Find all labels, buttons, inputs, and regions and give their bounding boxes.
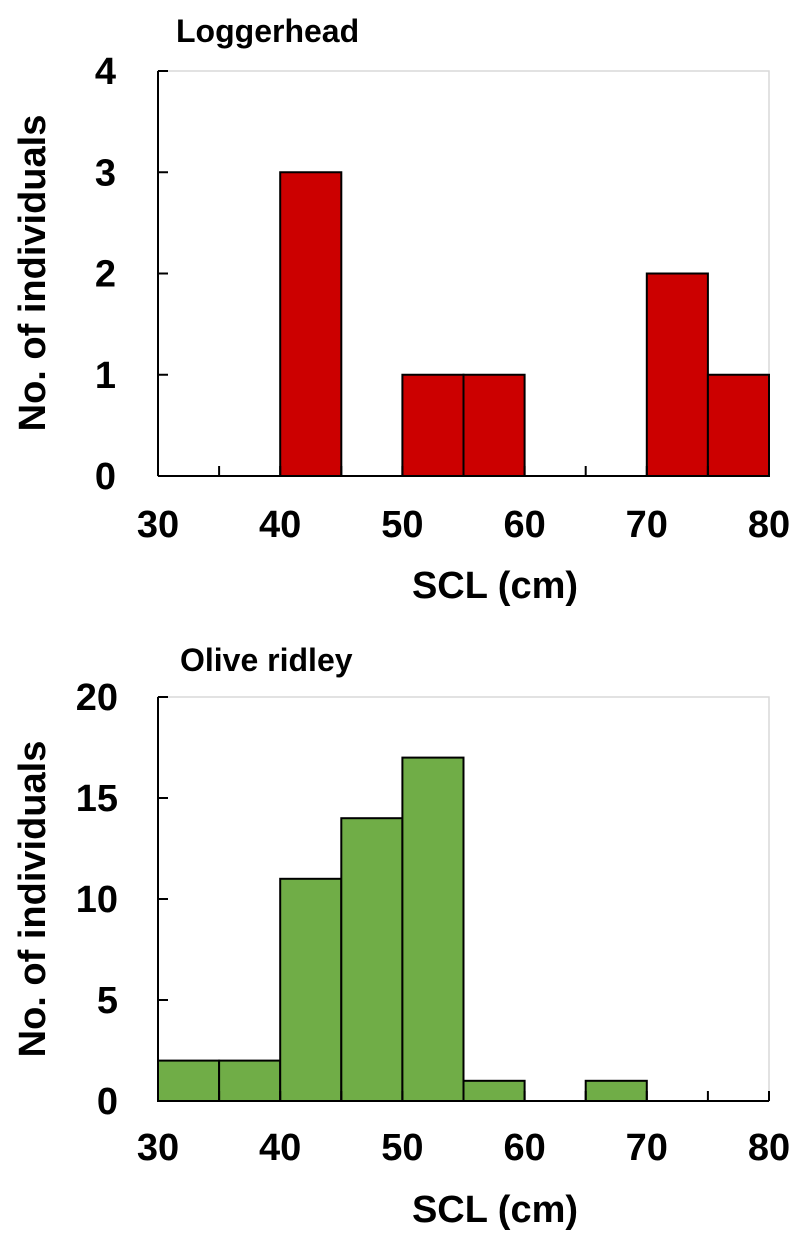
x-tick-label: 30 xyxy=(137,1127,179,1169)
x-tick-label: 80 xyxy=(748,504,790,546)
y-tick-label: 2 xyxy=(95,254,116,296)
x-tick-label: 50 xyxy=(381,1127,423,1169)
bar xyxy=(340,817,404,1102)
bar xyxy=(645,272,709,477)
bar xyxy=(279,171,343,477)
chart-0: 0 1 2 3 4 30 40 50 60 70 80 Loggerhead SCL (cm) No. o… xyxy=(12,13,790,607)
x-tick-label: 70 xyxy=(626,504,668,546)
y-tick-label: 15 xyxy=(76,778,118,820)
y-tick-label: 4 xyxy=(95,51,116,93)
y-tick-label: 0 xyxy=(97,1081,118,1123)
x-axis-label: SCL (cm) xyxy=(412,1189,578,1231)
x-tick-label: 60 xyxy=(503,504,545,546)
bar xyxy=(401,373,465,477)
y-tick-label: 20 xyxy=(76,677,118,719)
bar xyxy=(218,1059,282,1102)
y-tick-label: 1 xyxy=(95,355,116,397)
chart-1: 0 5 10 15 20 30 40 50 60 70 80 Olive ridley SCL (cm)… xyxy=(12,642,790,1231)
x-tick-label: 30 xyxy=(137,504,179,546)
x-tick-label: 80 xyxy=(748,1127,790,1169)
bar xyxy=(462,373,526,477)
chart-title: Loggerhead xyxy=(176,13,359,49)
bar xyxy=(157,1059,221,1102)
bar xyxy=(706,373,771,477)
x-tick-label: 50 xyxy=(381,504,423,546)
x-tick-label: 40 xyxy=(259,1127,301,1169)
x-tick-label: 40 xyxy=(259,504,301,546)
bar xyxy=(584,1079,648,1103)
x-tick-label: 60 xyxy=(503,1127,545,1169)
x-axis-label: SCL (cm) xyxy=(412,565,578,607)
chart-title: Olive ridley xyxy=(180,642,353,678)
bar xyxy=(279,877,343,1102)
bar xyxy=(462,1079,526,1103)
x-tick-label: 70 xyxy=(626,1127,668,1169)
bar xyxy=(401,756,465,1102)
y-tick-label: 10 xyxy=(76,879,118,921)
y-tick-label: 5 xyxy=(97,980,118,1022)
y-axis-label: No. of individuals xyxy=(12,741,54,1058)
y-axis-label: No. of individuals xyxy=(12,115,54,432)
y-tick-label: 0 xyxy=(95,456,116,498)
y-tick-label: 3 xyxy=(95,152,116,194)
